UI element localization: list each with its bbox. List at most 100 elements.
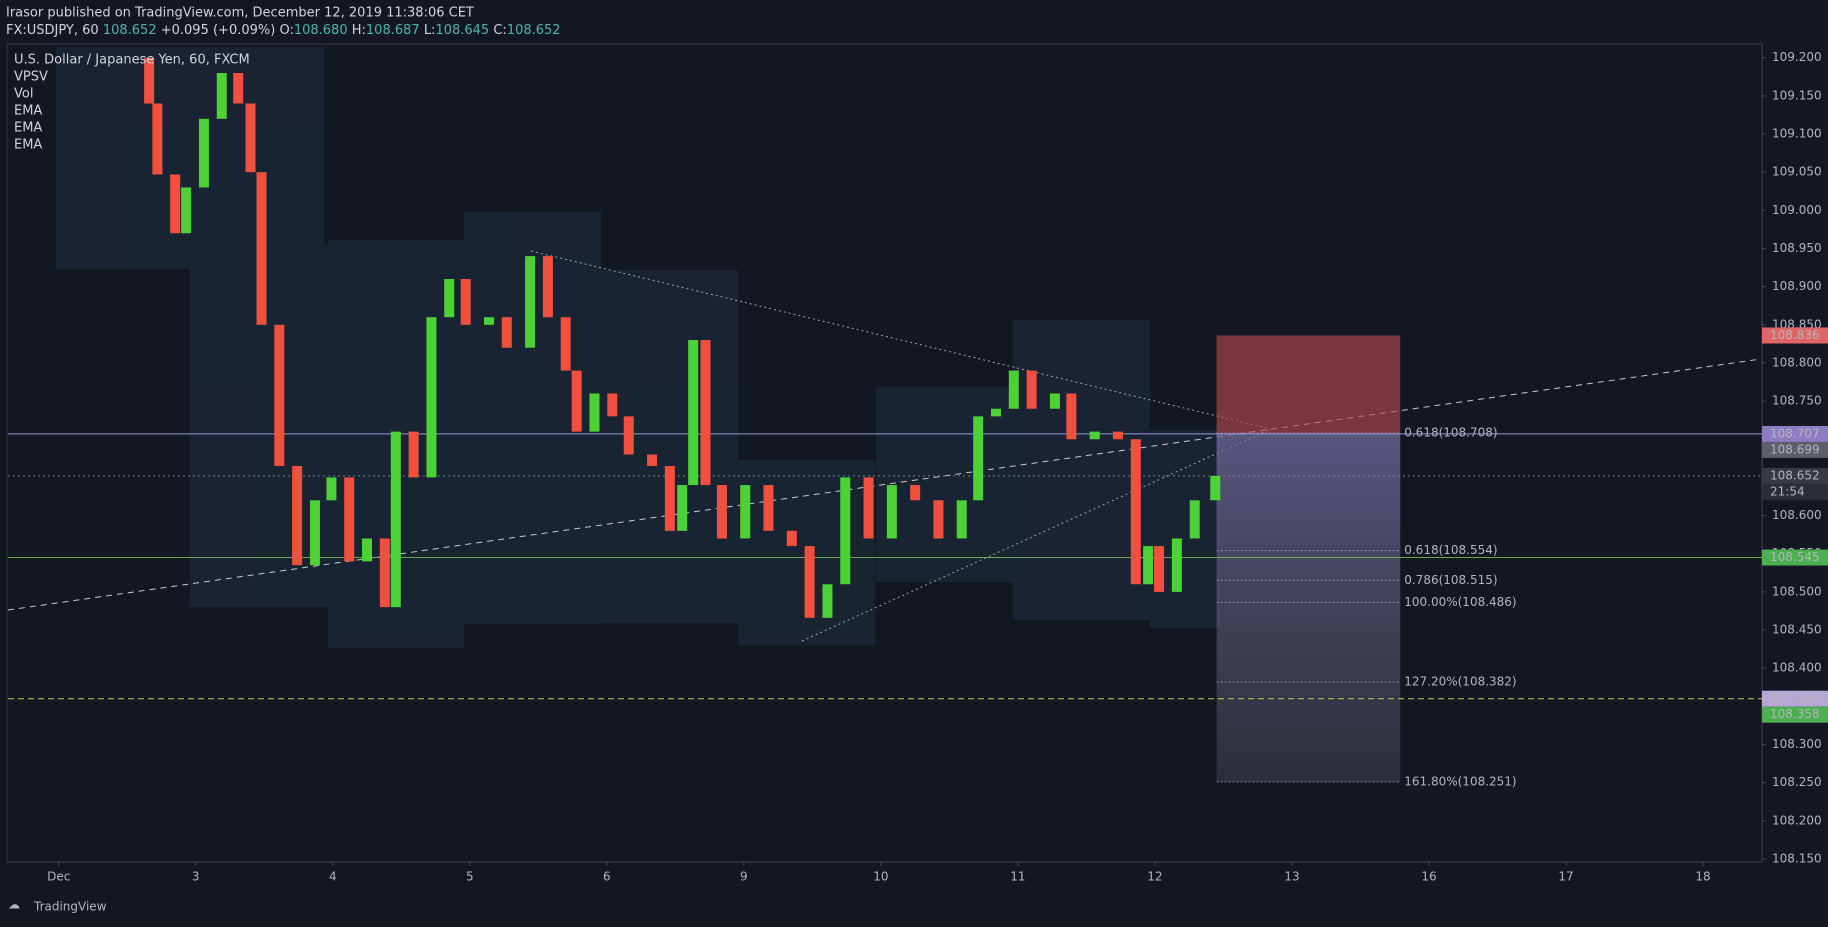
- legend-item: Vol: [14, 87, 33, 102]
- y-tick-label: 108.600: [1772, 508, 1822, 522]
- candle-body: [956, 500, 967, 539]
- fib-label: 100.00%(108.486): [1404, 595, 1516, 609]
- candle-body: [292, 465, 303, 566]
- candle-body: [1112, 431, 1123, 440]
- candle-body: [144, 57, 155, 104]
- logo-icon: ☁: [8, 898, 20, 912]
- low-label: L:: [424, 23, 436, 38]
- legend-item: EMA: [14, 138, 42, 153]
- candle-body: [309, 500, 320, 566]
- candle-body: [560, 317, 571, 371]
- y-tick-label: 108.400: [1772, 661, 1822, 675]
- candle-body: [740, 485, 751, 539]
- y-tick-label: 108.300: [1772, 737, 1822, 751]
- candle-body: [460, 279, 471, 325]
- candle-body: [444, 279, 455, 318]
- publisher: Irasor published on TradingView.com, Dec…: [6, 6, 474, 21]
- candle-body: [1008, 370, 1019, 409]
- candle-body: [326, 477, 337, 501]
- symbol: FX:USDJPY, 60: [6, 23, 99, 38]
- x-tick-label: 10: [873, 870, 888, 884]
- fib-label: 0.618(108.708): [1404, 426, 1497, 440]
- candle-body: [822, 584, 833, 618]
- change: +0.095 (+0.09%): [161, 23, 276, 38]
- candle-body: [256, 172, 267, 325]
- x-tick-label: 9: [740, 870, 748, 884]
- price-badge: [1762, 441, 1828, 458]
- price-badge: [1762, 425, 1828, 442]
- candle-body: [763, 485, 774, 531]
- y-tick-label: 109.000: [1772, 203, 1822, 217]
- symbol-line: FX:USDJPY, 60 108.652 +0.095 (+0.09%) O:…: [6, 23, 561, 38]
- y-tick-label: 108.950: [1772, 241, 1822, 255]
- candle-body: [1210, 475, 1221, 501]
- y-tick-label: 109.050: [1772, 165, 1822, 179]
- x-tick-label: 13: [1284, 870, 1299, 884]
- y-tick-label: 109.200: [1772, 50, 1822, 64]
- trend-line: [7, 358, 1762, 611]
- session-box: [1013, 320, 1150, 620]
- fib-label: 161.80%(108.251): [1404, 774, 1516, 788]
- candle-body: [863, 477, 874, 539]
- candle-body: [886, 485, 897, 539]
- y-tick-label: 108.900: [1772, 279, 1822, 293]
- candle-body: [688, 340, 699, 486]
- x-tick-label: 6: [603, 870, 611, 884]
- candle-body: [840, 477, 851, 585]
- stop-zone: [1216, 335, 1401, 434]
- y-tick-label: 108.150: [1772, 851, 1822, 865]
- session-box: [876, 387, 1013, 582]
- candle-body: [933, 500, 944, 539]
- candle-body: [786, 530, 797, 547]
- close: 108.652: [507, 23, 561, 38]
- candle-body: [1171, 538, 1182, 592]
- price-badge-text: 108.545: [1770, 550, 1820, 564]
- session-box: [1150, 430, 1220, 628]
- candle-body: [1026, 370, 1037, 409]
- candle-body: [973, 416, 984, 501]
- candle-body: [1189, 500, 1200, 539]
- y-tick-label: 108.250: [1772, 775, 1822, 789]
- candle-body: [216, 72, 227, 119]
- candle-body: [170, 174, 181, 234]
- candle-body: [542, 256, 553, 318]
- y-tick-label: 108.750: [1772, 394, 1822, 408]
- x-tick-label: 17: [1558, 870, 1573, 884]
- candle-body: [664, 465, 675, 531]
- candle-body: [571, 370, 582, 432]
- candle-body: [1143, 546, 1154, 585]
- candle-body: [804, 546, 815, 618]
- price-badge-text: 108.360: [1770, 691, 1820, 705]
- candle-body: [501, 317, 512, 348]
- x-tick-label: 12: [1147, 870, 1162, 884]
- candle-body: [181, 187, 192, 234]
- x-tick-label: 4: [329, 870, 337, 884]
- candle-body: [344, 477, 355, 562]
- candle-body: [1089, 431, 1100, 440]
- legend-item: VPSV: [14, 70, 48, 85]
- session-box: [56, 47, 324, 269]
- x-tick-label: Dec: [47, 870, 70, 884]
- candle-body: [274, 324, 285, 466]
- candle-body: [910, 485, 921, 501]
- x-tick-label: 16: [1421, 870, 1436, 884]
- close-label: C:: [493, 23, 506, 38]
- trend-line: [530, 250, 1272, 430]
- fib-label: 127.20%(108.382): [1404, 674, 1516, 688]
- price-badge: [1762, 690, 1828, 707]
- candle-body: [1066, 393, 1077, 440]
- fib-label: 0.618(108.554): [1404, 543, 1497, 557]
- candle-body: [1130, 439, 1141, 585]
- price-badge: [1762, 467, 1828, 484]
- candle-body: [198, 118, 209, 188]
- last: 108.652: [103, 23, 157, 38]
- candle-body: [483, 317, 494, 325]
- y-tick-label: 108.500: [1772, 584, 1822, 598]
- candle-body: [379, 538, 390, 608]
- candle-body: [1154, 546, 1165, 592]
- candle-body: [623, 416, 634, 455]
- candle-body: [245, 103, 256, 173]
- legend-item: EMA: [14, 104, 42, 119]
- price-badge-text: 108.836: [1770, 328, 1820, 342]
